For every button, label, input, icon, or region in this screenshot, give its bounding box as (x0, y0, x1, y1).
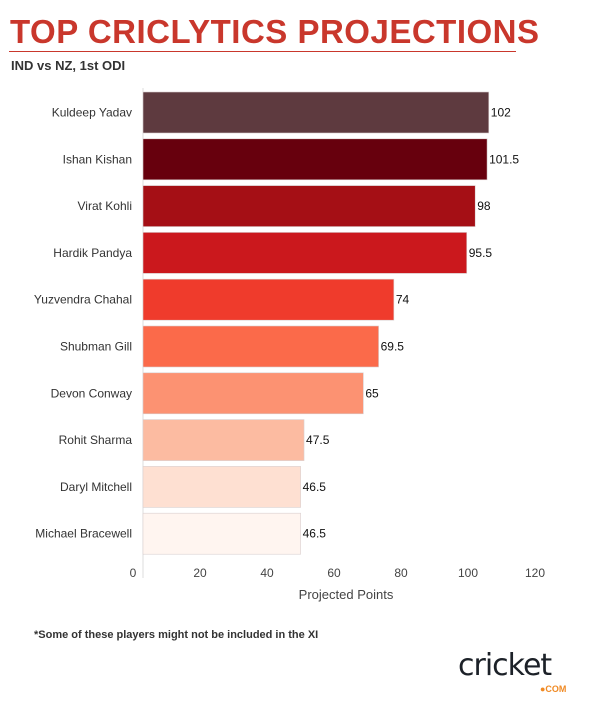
bar (142, 232, 468, 274)
bar (142, 512, 301, 555)
bar (142, 278, 395, 321)
x-tick-label: 80 (394, 566, 408, 580)
x-tick-label: 40 (260, 566, 274, 580)
chart-title: TOP CRICLYTICS PROJECTIONS (10, 13, 540, 50)
data-label: 95.5 (469, 246, 493, 260)
data-label: 74 (396, 293, 410, 307)
x-axis-title: Projected Points (299, 587, 394, 602)
bar (142, 419, 305, 461)
data-label: 98 (477, 199, 491, 213)
data-label: 47.5 (306, 433, 330, 447)
x-tick-label: 60 (327, 566, 341, 580)
category-label: Devon Conway (51, 386, 132, 400)
bar (142, 372, 364, 415)
title-divider (9, 51, 516, 52)
chart-subtitle: IND vs NZ, 1st ODI (11, 58, 126, 73)
category-label: Michael Bracewell (35, 527, 132, 541)
cricket-com-logo: cricket (458, 648, 552, 683)
category-label: Rohit Sharma (59, 433, 133, 447)
bar (142, 185, 476, 227)
data-label: 102 (491, 106, 511, 120)
data-label: 46.5 (303, 527, 327, 541)
data-label: 101.5 (489, 152, 519, 166)
data-label: 69.5 (381, 340, 405, 354)
category-label: Hardik Pandya (53, 246, 132, 260)
category-label: Yuzvendra Chahal (34, 293, 132, 307)
footnote: *Some of these players might not be incl… (34, 629, 319, 641)
category-label: Daryl Mitchell (60, 480, 132, 494)
x-tick-label: 100 (458, 566, 478, 580)
x-tick-label: 0 (130, 566, 137, 580)
category-label: Shubman Gill (60, 340, 132, 354)
logo-com: ●COM (540, 684, 567, 694)
data-label: 65 (365, 386, 379, 400)
data-label: 46.5 (303, 480, 327, 494)
category-label: Ishan Kishan (63, 152, 132, 166)
bar (142, 466, 301, 508)
bar-chart: Kuldeep Yadav 102 Ishan Kishan 101.5 Virat K… (34, 88, 545, 602)
category-label: Kuldeep Yadav (52, 106, 132, 120)
bar (142, 325, 379, 368)
x-tick-label: 20 (193, 566, 207, 580)
x-tick-label: 120 (525, 566, 545, 580)
bar (142, 91, 490, 134)
category-label: Virat Kohli (78, 199, 132, 213)
bar (142, 138, 488, 181)
